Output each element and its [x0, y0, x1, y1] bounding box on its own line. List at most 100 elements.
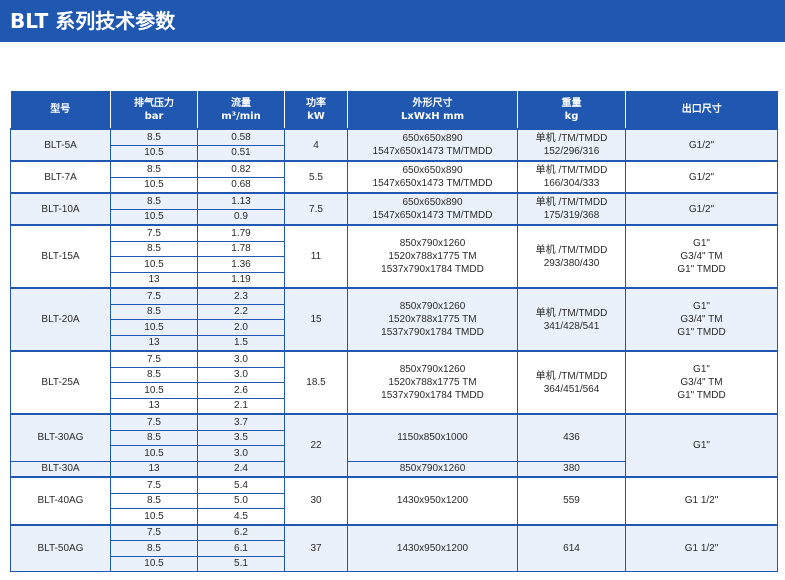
- power-cell: 18.5: [284, 350, 348, 415]
- flow-cell: 0.58: [197, 128, 285, 146]
- pressure-cell: 7.5: [110, 287, 198, 305]
- model-group: BLT-30AG 7.5 3.7 22 1150x850x1000 436 G1" 8.5 3.…: [10, 413, 778, 478]
- table-row: 10.5 0.9: [11, 208, 778, 226]
- pressure-cell: 8.5: [110, 303, 198, 320]
- table-row: 10.5 3.0: [11, 445, 778, 462]
- model-group: BLT-10A 8.5 1.13 7.5 650x650x890 1547x650x147…: [10, 192, 778, 226]
- outlet-line: G1" TMDD: [677, 327, 726, 338]
- header-row: 型号 排气压力 bar 流量 m³/min 功率 kW 外形尺寸 LxWxH mm 重量 kg 出口尺…: [10, 91, 778, 129]
- dimensions-line: 1537x790x1784 TMDD: [381, 327, 484, 338]
- weight-cell: 单机 /TM/TMDD 152/296/316: [517, 128, 626, 162]
- outlet-cell: G1/2": [625, 128, 778, 162]
- outlet-line: G1/2": [688, 203, 715, 215]
- header-power-label: 功率: [306, 97, 326, 109]
- outlet-line: G1": [693, 364, 710, 375]
- weight-line: 559: [563, 495, 580, 507]
- pressure-cell: 13: [110, 397, 198, 415]
- pressure-cell: 7.5: [110, 476, 198, 494]
- flow-cell: 1.5: [197, 334, 285, 352]
- page-title: BLT 系列技术参数: [10, 9, 176, 33]
- flow-cell: 2.3: [197, 287, 285, 305]
- header-power-label: kW: [307, 110, 325, 122]
- pressure-cell: 10.5: [110, 144, 198, 162]
- outlet-cell: G1": [625, 413, 778, 478]
- spec-table: 型号 排气压力 bar 流量 m³/min 功率 kW 外形尺寸 LxWxH mm 重量 kg 出口尺…: [10, 91, 778, 572]
- model-cell: BLT-40AG: [10, 476, 111, 525]
- table-row: BLT-5A 8.5 0.58 4 650x650x890 1547x650x1473 T…: [10, 128, 778, 162]
- outlet-cell: G1" G3/4" TM G1" TMDD: [625, 224, 778, 289]
- dimensions-cell: 850x790x1260 1520x788x1775 TM 1537x790x178…: [347, 350, 518, 415]
- weight-cell: 380: [517, 460, 626, 478]
- pressure-cell: 8.5: [110, 160, 198, 178]
- outlet-line: G3/4" TM: [680, 251, 723, 262]
- dimensions-line: 1547x650x1473 TM/TMDD: [372, 146, 493, 157]
- header-flow-label: m³/min: [221, 110, 261, 122]
- dimensions-line: 1547x650x1473 TM/TMDD: [372, 178, 493, 189]
- header-weight-label: kg: [564, 110, 579, 122]
- flow-cell: 5.1: [197, 555, 285, 572]
- flow-cell: 3.0: [197, 445, 285, 462]
- power-cell: 11: [284, 224, 348, 289]
- table-row: 8.5 2.2: [11, 303, 778, 320]
- flow-cell: 1.36: [197, 256, 285, 273]
- weight-cell: 单机 /TM/TMDD 364/451/564: [517, 350, 626, 415]
- table-row: 10.5 2.0: [11, 319, 778, 336]
- weight-line: 293/380/430: [543, 257, 600, 269]
- pressure-cell: 8.5: [110, 492, 198, 509]
- outlet-line: G1" TMDD: [677, 390, 726, 401]
- table-row: 13 1.5: [11, 334, 778, 352]
- header-model-label: 型号: [50, 104, 71, 115]
- table-row: 8.5 1.78: [11, 240, 778, 257]
- header-flow: 流量 m³/min: [197, 91, 285, 129]
- weight-cell: 单机 /TM/TMDD 293/380/430: [517, 224, 626, 289]
- weight-cell: 436: [517, 413, 626, 462]
- pressure-cell: 10.5: [110, 508, 198, 525]
- table-row: 8.5 3.0: [11, 366, 778, 383]
- table-row: BLT-10A 8.5 1.13 7.5 650x650x890 1547x650x147…: [10, 192, 778, 226]
- header-flow-label: 流量: [231, 97, 251, 109]
- title-banner: BLT 系列技术参数: [0, 0, 785, 42]
- dimensions-cell: 650x650x890 1547x650x1473 TM/TMDD: [347, 128, 518, 162]
- pressure-cell: 13: [110, 460, 198, 478]
- power-cell: 22: [284, 413, 348, 478]
- flow-cell: 1.13: [197, 192, 285, 210]
- outlet-line: G1 1/2": [684, 495, 719, 507]
- header-outlet: 出口尺寸: [625, 91, 778, 129]
- dimensions-cell: 1150x850x1000: [347, 413, 518, 462]
- header-dimensions-label: 外形尺寸: [412, 97, 453, 109]
- header-weight-label: 重量: [561, 97, 582, 109]
- header-outlet-label: 出口尺寸: [681, 104, 722, 115]
- weight-line: 单机 /TM/TMDD: [535, 307, 608, 319]
- flow-cell: 2.0: [197, 319, 285, 336]
- pressure-cell: 10.5: [110, 382, 198, 399]
- weight-line: 单机 /TM/TMDD: [535, 370, 608, 382]
- dimensions-line: 1537x790x1784 TMDD: [381, 390, 484, 401]
- model-group: BLT-20A 7.5 2.3 15 850x790x1260 1520x788x1775…: [10, 287, 778, 352]
- dimensions-cell: 850x790x1260: [347, 460, 518, 478]
- outlet-line: G1": [693, 238, 710, 249]
- outlet-line: G1": [693, 301, 710, 312]
- header-pressure-label: 排气压力: [134, 97, 174, 109]
- dimensions-line: 850x790x1260: [399, 364, 466, 375]
- power-cell: 7.5: [284, 192, 348, 226]
- model-cell: BLT-30A: [10, 460, 111, 478]
- outlet-line: G1/2": [688, 139, 715, 151]
- table-row: 10.5 0.51: [11, 144, 778, 162]
- dimensions-cell: 850x790x1260 1520x788x1775 TM 1537x790x178…: [347, 287, 518, 352]
- weight-line: 单机 /TM/TMDD: [535, 133, 608, 144]
- pressure-cell: 7.5: [110, 523, 198, 541]
- dimensions-line: 650x650x890: [402, 133, 463, 144]
- flow-cell: 3.7: [197, 413, 285, 431]
- header-model: 型号: [10, 91, 111, 129]
- model-cell: BLT-50AG: [10, 523, 111, 572]
- weight-line: 341/428/541: [543, 320, 600, 332]
- dimensions-line: 1537x790x1784 TMDD: [381, 264, 484, 275]
- flow-cell: 0.9: [197, 208, 285, 226]
- flow-cell: 2.6: [197, 382, 285, 399]
- model-cell: BLT-25A: [10, 350, 111, 415]
- weight-cell: 559: [517, 476, 626, 525]
- model-group: BLT-7A 8.5 0.82 5.5 650x650x890 1547x650x1473…: [10, 160, 778, 194]
- dimensions-line: 1520x788x1775 TM: [388, 251, 477, 262]
- dimensions-line: 1520x788x1775 TM: [388, 314, 477, 325]
- power-cell: 15: [284, 287, 348, 352]
